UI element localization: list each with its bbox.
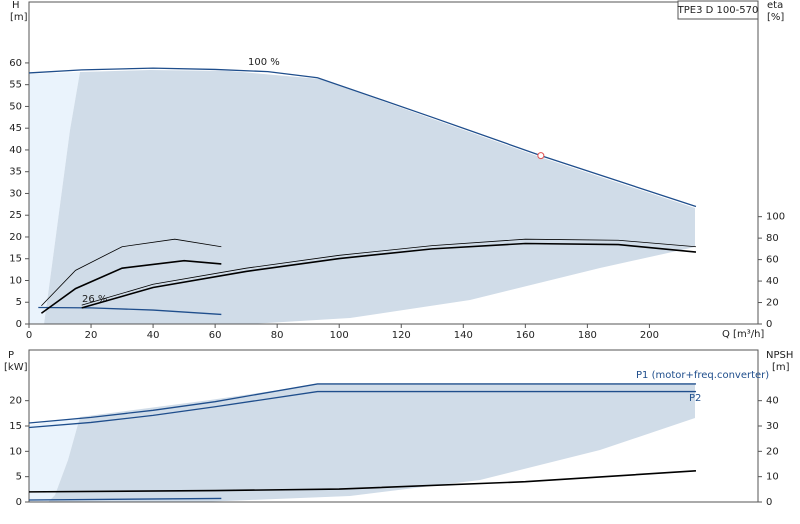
x-tick-label: 0 xyxy=(26,330,32,341)
operating-region xyxy=(44,70,695,324)
x-label: Q [m³/h] xyxy=(722,329,764,340)
curve xyxy=(28,67,697,208)
y2-tick-label: 80 xyxy=(766,233,779,244)
curve xyxy=(38,306,222,316)
y-tick-label: 20 xyxy=(9,396,22,407)
curve-label: 100 % xyxy=(248,57,280,68)
x-tick-label: 80 xyxy=(271,330,284,341)
x-tick-label: 140 xyxy=(454,330,473,341)
y-label: H xyxy=(12,0,20,11)
y-tick-label: 15 xyxy=(9,254,22,265)
curve xyxy=(41,238,222,307)
curve xyxy=(40,259,222,314)
y2-tick-label: 10 xyxy=(766,472,779,483)
x-tick-label: 20 xyxy=(85,330,98,341)
curve xyxy=(28,383,696,424)
x-tick-label: 180 xyxy=(578,330,597,341)
y2-tick-label: 20 xyxy=(766,446,779,457)
x-tick-label: 40 xyxy=(147,330,160,341)
curve xyxy=(81,238,696,306)
y2-unit: [%] xyxy=(767,12,784,23)
y-tick-label: 5 xyxy=(16,472,22,483)
x-tick-label: 160 xyxy=(516,330,535,341)
y-tick-label: 30 xyxy=(9,188,22,199)
y2-label: NPSH xyxy=(766,350,793,361)
y2-unit: [m] xyxy=(772,362,790,373)
y-tick-label: 10 xyxy=(9,446,22,457)
y2-tick-label: 30 xyxy=(766,421,779,432)
y-tick-label: 10 xyxy=(9,275,22,286)
y-tick-label: 45 xyxy=(9,123,22,134)
plot-frame xyxy=(28,1,759,325)
y-tick-label: 25 xyxy=(9,210,22,221)
y-unit: [m] xyxy=(10,12,28,23)
y2-tick-label: 0 xyxy=(766,497,772,508)
operating-region xyxy=(48,384,695,502)
y-tick-label: 0 xyxy=(16,319,22,330)
x-tick-label: 200 xyxy=(640,330,659,341)
y2-label: eta xyxy=(767,0,783,11)
curve-label: 26 % xyxy=(82,294,107,305)
y2-tick-label: 40 xyxy=(766,396,779,407)
y2-tick-label: 0 xyxy=(766,319,772,330)
x-tick-label: 120 xyxy=(392,330,411,341)
curve-label: P2 xyxy=(689,393,701,404)
curve xyxy=(81,242,697,309)
y-tick-label: 20 xyxy=(9,232,22,243)
y-tick-label: 15 xyxy=(9,421,22,432)
x-tick-label: 100 xyxy=(330,330,349,341)
product-title: TPE3 D 100-570 xyxy=(677,5,759,16)
y-tick-label: 55 xyxy=(9,80,22,91)
curve-label: P1 (motor+freq.converter) xyxy=(636,370,769,381)
light-region xyxy=(29,417,80,502)
y2-tick-label: 100 xyxy=(766,212,785,223)
curve xyxy=(28,470,697,493)
y2-tick-label: 40 xyxy=(766,276,779,287)
duty-point xyxy=(537,152,545,160)
y2-tick-label: 60 xyxy=(766,255,779,266)
y-tick-label: 60 xyxy=(9,58,22,69)
y2-tick-label: 20 xyxy=(766,298,779,309)
curve xyxy=(28,497,222,501)
y-tick-label: 50 xyxy=(9,101,22,112)
y-tick-label: 0 xyxy=(16,497,22,508)
y-tick-label: 5 xyxy=(16,297,22,308)
y-label: P xyxy=(8,350,14,361)
y-tick-label: 35 xyxy=(9,167,22,178)
y-tick-label: 40 xyxy=(9,145,22,156)
x-tick-label: 60 xyxy=(209,330,222,341)
curve xyxy=(28,390,696,429)
y-unit: [kW] xyxy=(4,362,28,373)
light-region xyxy=(29,72,80,324)
title-box xyxy=(677,0,759,20)
